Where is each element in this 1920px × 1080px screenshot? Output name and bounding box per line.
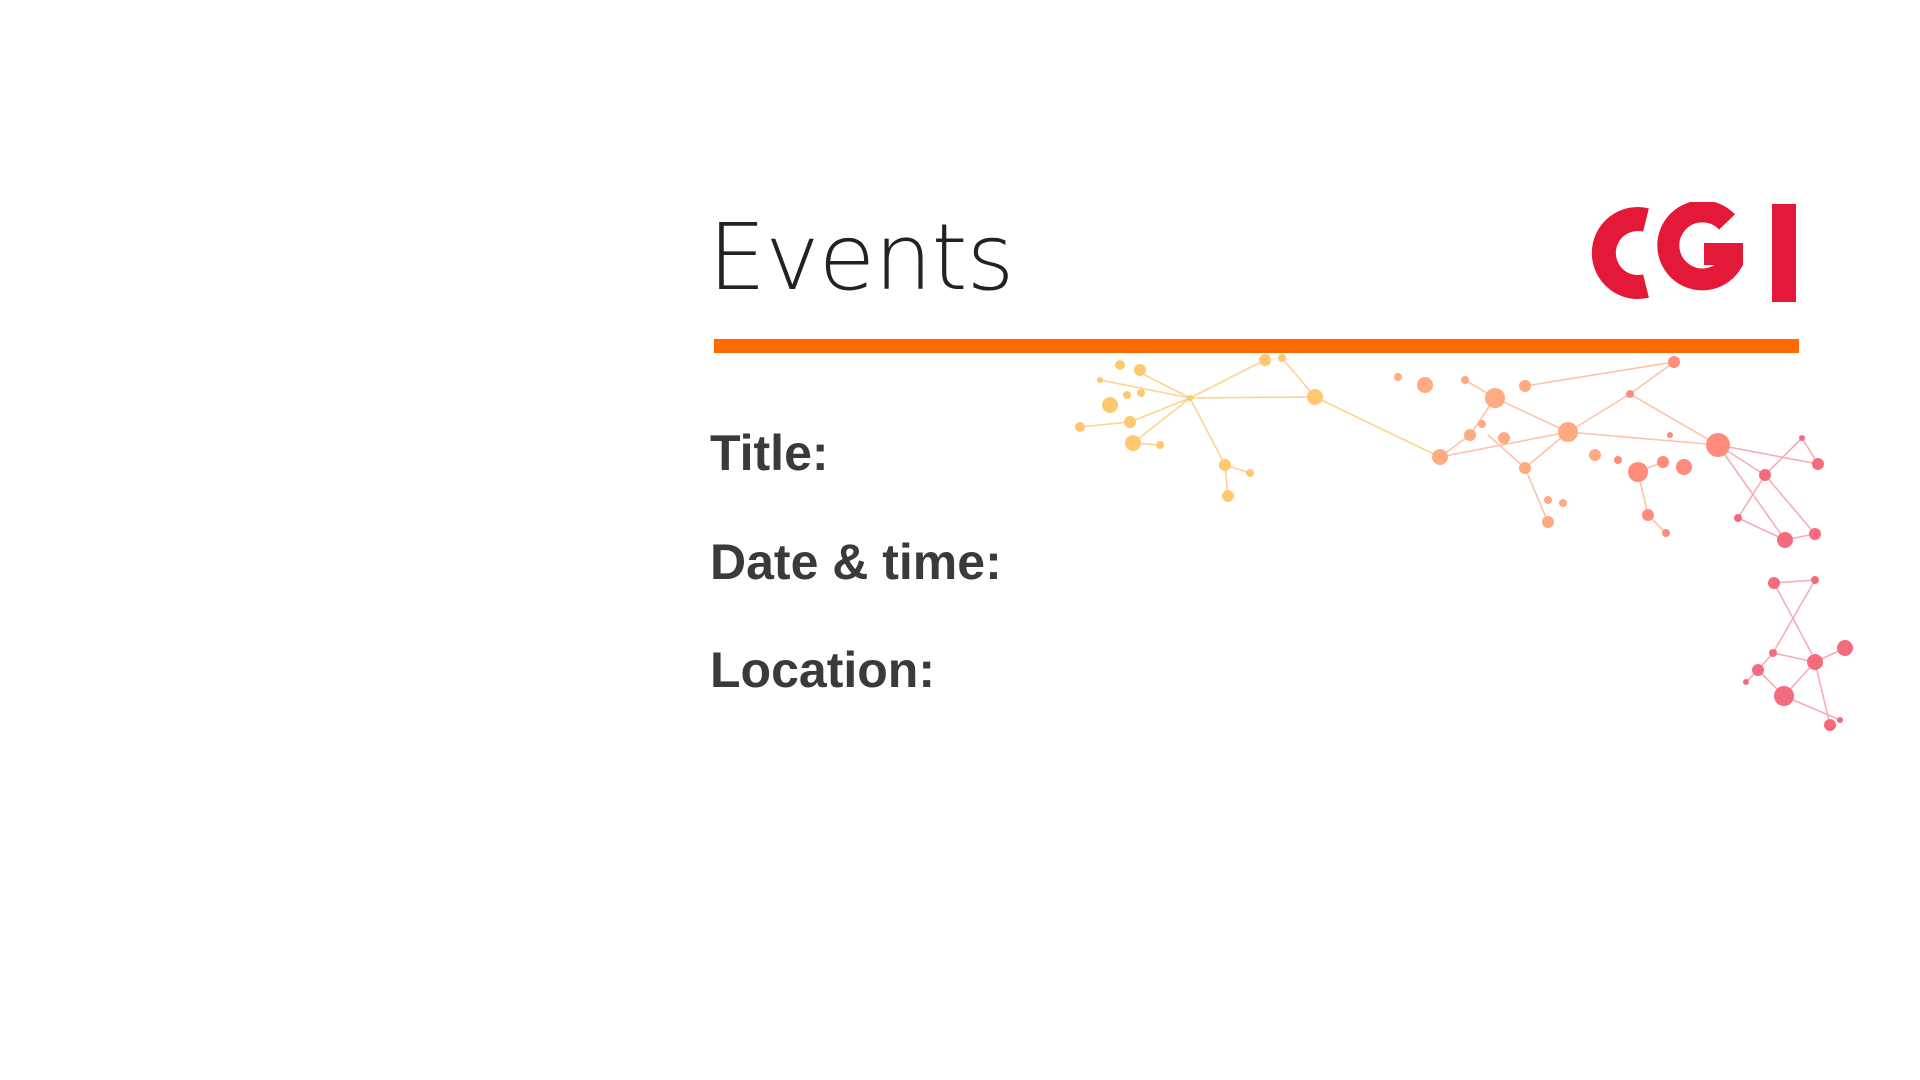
network-graphic <box>1075 354 1853 731</box>
cgi-logo <box>1591 202 1796 302</box>
page-title: Events <box>708 204 1014 311</box>
logo-letter-g <box>1657 202 1743 291</box>
network-lines <box>1079 357 1846 726</box>
location-label: Location: <box>710 642 935 698</box>
logo-letter-c <box>1591 207 1649 299</box>
title-label: Title: <box>710 425 829 481</box>
accent-divider <box>714 339 1799 353</box>
network-nodes <box>1075 354 1853 731</box>
logo-letter-i <box>1772 204 1796 302</box>
date-time-label: Date & time: <box>710 534 1002 590</box>
